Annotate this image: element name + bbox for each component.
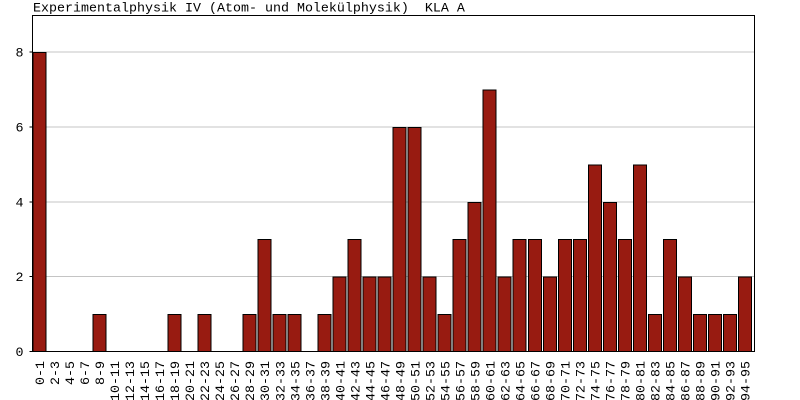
- svg-text:82-83: 82-83: [649, 361, 664, 400]
- svg-text:36-37: 36-37: [304, 361, 319, 400]
- svg-text:90-91: 90-91: [709, 361, 724, 400]
- svg-text:70-71: 70-71: [559, 361, 574, 400]
- svg-text:38-39: 38-39: [319, 361, 334, 400]
- svg-text:10-11: 10-11: [109, 361, 124, 400]
- svg-text:40-41: 40-41: [334, 361, 349, 400]
- svg-text:94-95: 94-95: [739, 361, 754, 400]
- svg-text:24-25: 24-25: [214, 361, 229, 400]
- svg-text:44-45: 44-45: [364, 361, 379, 400]
- svg-text:20-21: 20-21: [184, 361, 199, 400]
- svg-text:62-63: 62-63: [499, 361, 514, 400]
- svg-text:4: 4: [16, 196, 24, 211]
- svg-text:46-47: 46-47: [379, 361, 394, 400]
- svg-text:2: 2: [16, 271, 24, 286]
- svg-text:4-5: 4-5: [64, 361, 79, 385]
- svg-text:68-69: 68-69: [544, 361, 559, 400]
- svg-text:66-67: 66-67: [529, 361, 544, 400]
- svg-text:Experimentalphysik IV (Atom- u: Experimentalphysik IV (Atom- und Molekül…: [33, 2, 465, 17]
- svg-text:92-93: 92-93: [724, 361, 739, 400]
- svg-text:22-23: 22-23: [199, 361, 214, 400]
- svg-text:60-61: 60-61: [484, 361, 499, 400]
- svg-text:0-1: 0-1: [34, 361, 49, 385]
- svg-text:56-57: 56-57: [454, 361, 469, 400]
- svg-text:88-89: 88-89: [694, 361, 709, 400]
- svg-text:2-3: 2-3: [49, 361, 64, 385]
- svg-text:30-31: 30-31: [259, 361, 274, 400]
- svg-text:48-49: 48-49: [394, 361, 409, 400]
- svg-text:6-7: 6-7: [79, 361, 94, 385]
- svg-text:0: 0: [16, 346, 24, 361]
- svg-text:42-43: 42-43: [349, 361, 364, 400]
- svg-text:72-73: 72-73: [574, 361, 589, 400]
- svg-text:8-9: 8-9: [94, 361, 109, 385]
- svg-text:14-15: 14-15: [139, 361, 154, 400]
- svg-text:12-13: 12-13: [124, 361, 139, 400]
- svg-text:26-27: 26-27: [229, 361, 244, 400]
- svg-text:64-65: 64-65: [514, 361, 529, 400]
- svg-text:78-79: 78-79: [619, 361, 634, 400]
- svg-text:28-29: 28-29: [244, 361, 259, 400]
- svg-text:76-77: 76-77: [604, 361, 619, 400]
- svg-text:32-33: 32-33: [274, 361, 289, 400]
- svg-text:58-59: 58-59: [469, 361, 484, 400]
- svg-text:86-87: 86-87: [679, 361, 694, 400]
- svg-text:84-85: 84-85: [664, 361, 679, 400]
- svg-text:18-19: 18-19: [169, 361, 184, 400]
- svg-text:80-81: 80-81: [634, 361, 649, 400]
- svg-text:34-35: 34-35: [289, 361, 304, 400]
- svg-text:54-55: 54-55: [439, 361, 454, 400]
- svg-text:6: 6: [16, 121, 24, 136]
- svg-text:74-75: 74-75: [589, 361, 604, 400]
- svg-text:50-51: 50-51: [409, 361, 424, 400]
- svg-text:8: 8: [16, 47, 24, 62]
- svg-text:52-53: 52-53: [424, 361, 439, 400]
- svg-text:16-17: 16-17: [154, 361, 169, 400]
